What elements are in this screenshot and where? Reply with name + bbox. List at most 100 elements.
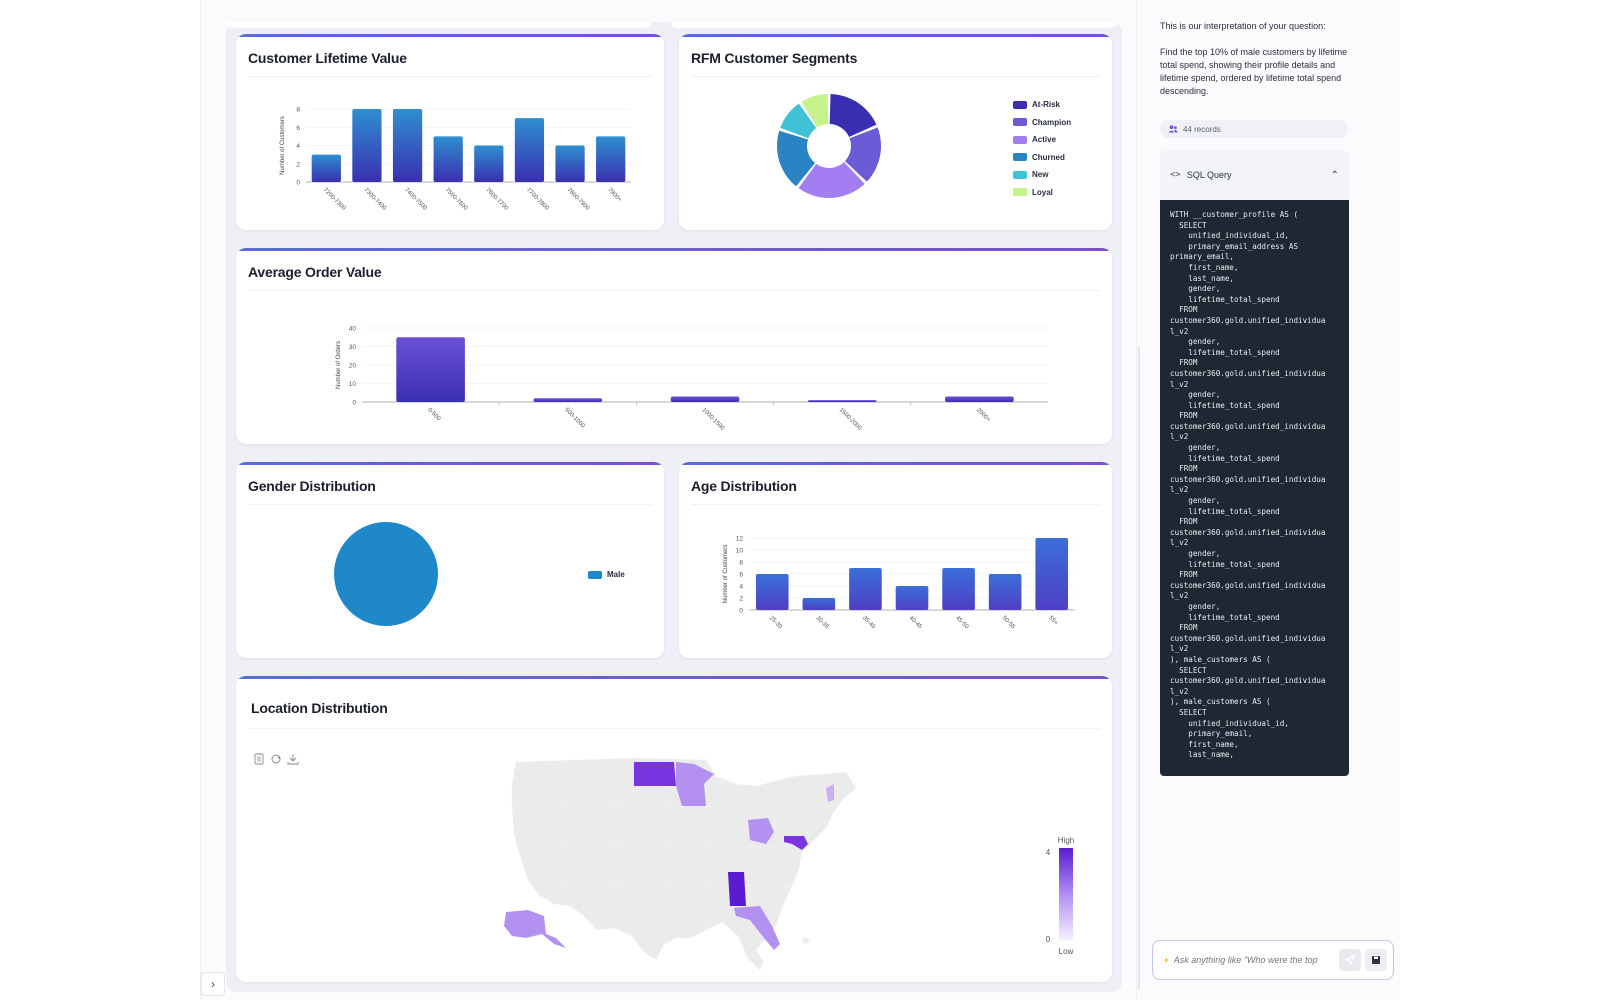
send-button[interactable]: [1339, 949, 1361, 971]
legend-swatch: [1013, 135, 1027, 144]
age-card: Age Distribution 0 2 4 6 8 10 12 Number of Cust…: [679, 462, 1112, 658]
age-xtick: 40-45: [908, 615, 924, 631]
rfm-legend-item[interactable]: Champion: [1013, 118, 1071, 127]
chat-input[interactable]: [1173, 955, 1335, 965]
expand-sidebar-button[interactable]: ›: [201, 972, 225, 996]
clv-xtick: 7700-7800: [525, 187, 550, 212]
rfm-title: RFM Customer Segments: [691, 50, 858, 66]
rfm-slice[interactable]: [801, 94, 829, 128]
state-maryland: [784, 836, 808, 850]
clv-bar[interactable]: [555, 145, 585, 183]
clv-bar[interactable]: [311, 154, 341, 182]
age-divider: [691, 504, 1100, 505]
aov-title: Average Order Value: [248, 264, 382, 280]
clv-bar[interactable]: [514, 118, 545, 182]
aov-bar[interactable]: [670, 396, 740, 402]
gender-card: Gender Distribution Male: [236, 462, 664, 658]
data-view-icon[interactable]: [254, 753, 264, 765]
lightbulb-icon: ✦: [1163, 955, 1170, 965]
clv-bar[interactable]: [596, 136, 626, 182]
age-bar[interactable]: [895, 586, 929, 610]
legend-gradient[interactable]: [1059, 848, 1073, 940]
aov-xtick: 0-500: [426, 407, 442, 423]
map-contiguous-us: [511, 757, 857, 971]
aov-ytick: 30: [349, 344, 357, 351]
aov-ytick: 10: [349, 381, 357, 388]
state-vermont: [826, 784, 834, 802]
restore-icon[interactable]: [271, 754, 281, 764]
age-bar[interactable]: [755, 574, 789, 610]
age-bar[interactable]: [802, 598, 836, 610]
top-strip-left: [226, 22, 652, 28]
gender-chart: [334, 522, 438, 626]
legend-label: Male: [607, 570, 625, 579]
interpretation-body: Find the top 10% of male customers by li…: [1160, 47, 1348, 96]
clv-ytick: 2: [296, 161, 300, 168]
clv-xtick: 7300-7400: [363, 187, 388, 212]
state-hawaii: [802, 938, 810, 944]
legend-swatch: [1013, 100, 1027, 109]
save-button[interactable]: [1365, 949, 1387, 971]
rfm-divider: [691, 76, 1100, 77]
clv-xtick: 7600-7700: [484, 187, 509, 212]
gender-slice[interactable]: [334, 522, 438, 626]
state-alabama: [728, 872, 746, 906]
sql-code-block[interactable]: WITH __customer_profile AS ( SELECT unif…: [1160, 200, 1349, 776]
age-bar[interactable]: [988, 574, 1022, 610]
rfm-legend-item[interactable]: At-Risk: [1013, 100, 1060, 109]
aov-card: Average Order Value 0 10 20 30 40 Number of O…: [236, 248, 1112, 444]
rfm-slice[interactable]: [798, 162, 865, 198]
clv-bar[interactable]: [352, 109, 382, 182]
sql-query-toggle[interactable]: <> SQL Query ⌃: [1160, 150, 1349, 200]
age-bar[interactable]: [942, 568, 975, 610]
age-title: Age Distribution: [691, 478, 797, 494]
clv-bar[interactable]: [433, 136, 463, 182]
aov-bar[interactable]: [533, 398, 603, 402]
aov-ylabel: Number of Orders: [336, 341, 342, 389]
rfm-slice[interactable]: [777, 130, 816, 187]
rfm-legend-item[interactable]: Loyal: [1013, 188, 1053, 197]
save-icon: [1372, 956, 1380, 964]
rfm-slice[interactable]: [829, 94, 877, 137]
top-strip-right: [671, 22, 1117, 28]
age-xtick: 35-40: [861, 615, 877, 631]
age-ytick: 2: [739, 596, 743, 603]
age-bar[interactable]: [1035, 538, 1069, 610]
age-ytick: 6: [739, 572, 743, 579]
state-borders: [514, 758, 836, 944]
legend-swatch: [1013, 188, 1027, 196]
aov-bar[interactable]: [807, 400, 877, 402]
download-icon[interactable]: [287, 754, 299, 765]
age-ytick: 0: [739, 608, 743, 615]
rfm-legend-item[interactable]: Churned: [1013, 153, 1065, 162]
users-icon: [1168, 125, 1178, 133]
aov-bar[interactable]: [945, 396, 1014, 402]
legend-max: 4: [1046, 848, 1051, 857]
state-ohio: [748, 818, 774, 844]
records-badge: 44 records: [1160, 120, 1348, 138]
rfm-legend-item[interactable]: New: [1013, 170, 1048, 179]
age-ytick: 10: [736, 548, 744, 555]
clv-bar[interactable]: [392, 109, 423, 182]
age-ylabel: Number of Customers: [723, 545, 729, 604]
clv-ytick: 4: [296, 143, 300, 150]
rfm-slice[interactable]: [845, 127, 881, 182]
age-bar[interactable]: [849, 568, 882, 610]
legend-swatch: [1013, 118, 1027, 126]
state-florida: [734, 906, 780, 950]
age-chart: 0 2 4 6 8 10 12 Number of Customers 25-30 30-35 35…: [723, 536, 1075, 631]
records-count: 44 records: [1183, 124, 1221, 134]
aov-chart: 0 10 20 30 40 Number of Orders 0-500 500-1000 10…: [336, 326, 1048, 432]
gender-legend-item[interactable]: Male: [588, 570, 625, 579]
rfm-legend-item[interactable]: Active: [1013, 135, 1056, 144]
main-scrollbar[interactable]: [1138, 346, 1140, 990]
interpretation-intro: This is our interpretation of your quest…: [1160, 21, 1326, 31]
clv-xtick: 7500-7600: [444, 187, 469, 212]
aov-bar[interactable]: [396, 337, 465, 402]
legend-label: New: [1032, 170, 1049, 179]
age-xtick: 25-30: [768, 615, 784, 631]
rfm-slice[interactable]: [780, 103, 817, 139]
clv-bar[interactable]: [474, 145, 504, 183]
clv-xtick: 7200-7300: [322, 187, 347, 212]
